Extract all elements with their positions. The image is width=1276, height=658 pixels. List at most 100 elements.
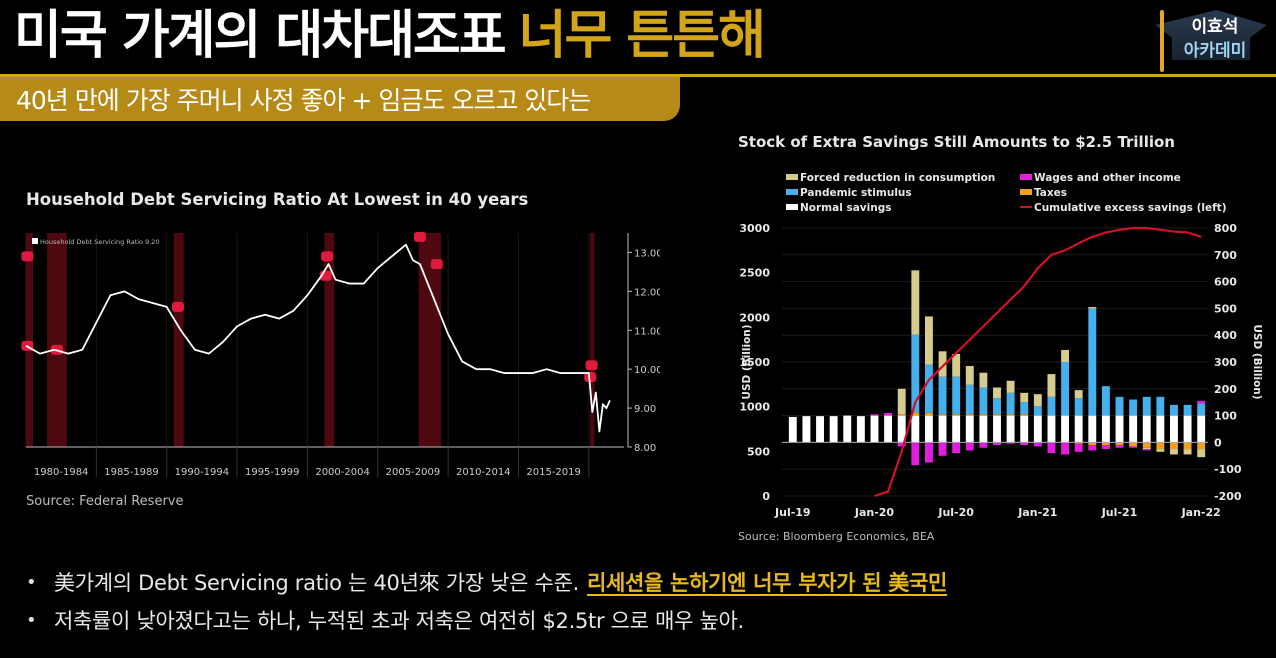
legend-label: Wages and other income — [1034, 172, 1181, 184]
svg-text:9.00: 9.00 — [634, 404, 656, 415]
svg-text:-200: -200 — [1214, 490, 1242, 503]
bar-segment — [1020, 442, 1029, 446]
svg-text:800: 800 — [1214, 222, 1237, 235]
recession-band — [590, 233, 595, 447]
x-tick-label: 1985-1989 — [104, 467, 159, 478]
svg-text:2000: 2000 — [739, 311, 770, 324]
legend-label: Taxes — [1034, 187, 1067, 199]
bar-segment — [952, 415, 961, 443]
bar-segment — [952, 353, 961, 377]
bar-segment — [829, 416, 838, 443]
legend-swatch — [786, 189, 798, 195]
svg-text:600: 600 — [1214, 276, 1237, 289]
logo-line1: 이효석 — [1191, 17, 1239, 37]
bar-segment — [1101, 386, 1110, 416]
bar-segment — [965, 366, 974, 385]
bar-segment — [1088, 415, 1097, 443]
bar-segment — [1020, 402, 1029, 415]
x-tick-label: 2010-2014 — [456, 467, 511, 478]
bullet-text: 美가계의 Debt Servicing ratio 는 40년來 가장 낮은 수… — [54, 571, 579, 595]
x-tick-label: 1990-1994 — [175, 467, 230, 478]
bar-segment — [979, 442, 988, 448]
bar-segment — [1115, 442, 1124, 446]
svg-text:700: 700 — [1214, 249, 1237, 262]
svg-text:10.00: 10.00 — [634, 365, 660, 376]
legend-label: Pandemic stimulus — [800, 187, 912, 199]
bar-segment — [1033, 442, 1042, 447]
headline-yellow: 너무 튼튼해 — [518, 6, 766, 66]
bar-segment — [938, 442, 947, 456]
headline-white: 미국 가계의 대차대조표 — [14, 6, 507, 66]
right-chart-title: Stock of Extra Savings Still Amounts to … — [738, 133, 1175, 151]
bar-segment — [1142, 449, 1151, 451]
recession-marker-icon — [430, 259, 443, 270]
bar-segment — [1033, 406, 1042, 416]
bar-segment — [1047, 442, 1056, 454]
academy-logo: 이효석 아카데미 — [1145, 4, 1273, 72]
bar-segment — [1033, 394, 1042, 407]
svg-text:400: 400 — [1214, 329, 1237, 342]
bar-segment — [911, 442, 920, 466]
svg-text:8.00: 8.00 — [634, 443, 656, 454]
bar-segment — [1170, 442, 1178, 450]
header-divider — [0, 74, 1276, 77]
bar-segment — [965, 384, 974, 415]
bar-segment — [1156, 415, 1165, 443]
bar-segment — [938, 351, 947, 377]
bar-segment — [1142, 396, 1151, 416]
bar-segment — [1115, 445, 1124, 448]
bar-segment — [1047, 374, 1056, 397]
bar-segment — [788, 416, 797, 443]
bar-segment — [884, 412, 893, 416]
recession-band — [26, 233, 34, 447]
bullet-item: • 美가계의 Debt Servicing ratio 는 40년來 가장 낮은… — [26, 563, 947, 601]
svg-text:Household Debt Servicing Ratio: Household Debt Servicing Ratio 9.20 — [40, 238, 160, 246]
bar-segment — [1088, 442, 1097, 446]
bar-segment — [870, 414, 879, 416]
bar-segment — [1197, 400, 1206, 404]
svg-text:1500: 1500 — [739, 356, 770, 369]
bar-segment — [843, 415, 852, 443]
bullet-list: • 美가계의 Debt Servicing ratio 는 40년來 가장 낮은… — [26, 563, 947, 639]
svg-text:100: 100 — [1214, 410, 1237, 423]
x-tick-label: Jan-22 — [1181, 506, 1221, 519]
x-tick-label: Jul-20 — [937, 506, 974, 519]
bullet-item: • 저축률이 낮아졌다고는 하나, 누적된 초과 저축은 여전히 $2.5tr … — [26, 601, 947, 639]
bar-segment — [965, 442, 974, 451]
bar-segment — [938, 415, 947, 443]
x-tick-label: Jul-19 — [774, 506, 811, 519]
svg-text:13.00: 13.00 — [634, 248, 660, 259]
bar-segment — [1170, 449, 1178, 455]
legend-swatch — [1020, 174, 1032, 180]
svg-text:USD (Billion): USD (Billion) — [1251, 324, 1263, 399]
svg-text:3000: 3000 — [739, 222, 770, 235]
bar-segment — [1142, 447, 1151, 450]
x-tick-label: 2005-2009 — [386, 467, 441, 478]
legend-label: Forced reduction in consumption — [800, 172, 995, 184]
bar-segment — [1101, 442, 1110, 446]
bar-segment — [1074, 443, 1083, 452]
bar-segment — [1115, 415, 1124, 443]
bar-segment — [911, 270, 920, 335]
bar-segment — [1074, 415, 1083, 443]
cumulative-savings-line — [874, 226, 1202, 498]
bar-segment — [993, 414, 1001, 416]
svg-text:-100: -100 — [1214, 463, 1242, 476]
tassel-icon — [1160, 10, 1164, 72]
bar-segment — [1197, 415, 1206, 443]
recession-band — [324, 233, 335, 447]
x-tick-label: 1995-1999 — [245, 467, 300, 478]
bullet-text: 저축률이 낮아졌다고는 하나, 누적된 초과 저축은 여전히 $2.5tr 으로… — [54, 609, 744, 633]
recession-marker-icon — [21, 251, 34, 262]
svg-text:200: 200 — [1214, 383, 1237, 396]
bar-segment — [911, 412, 920, 416]
x-tick-label: 2015-2019 — [526, 467, 581, 478]
extra-savings-chart: Forced reduction in consumption Wages and… — [739, 172, 1263, 519]
bar-segment — [1183, 404, 1192, 416]
debt-servicing-chart: Household Debt Servicing Ratio 9.20 8.00 9… — [21, 231, 660, 478]
bar-segment — [1006, 415, 1015, 443]
bar-segment — [1197, 449, 1206, 458]
svg-text:2500: 2500 — [739, 267, 770, 280]
recession-band — [418, 233, 442, 447]
bar-segment — [979, 415, 988, 443]
